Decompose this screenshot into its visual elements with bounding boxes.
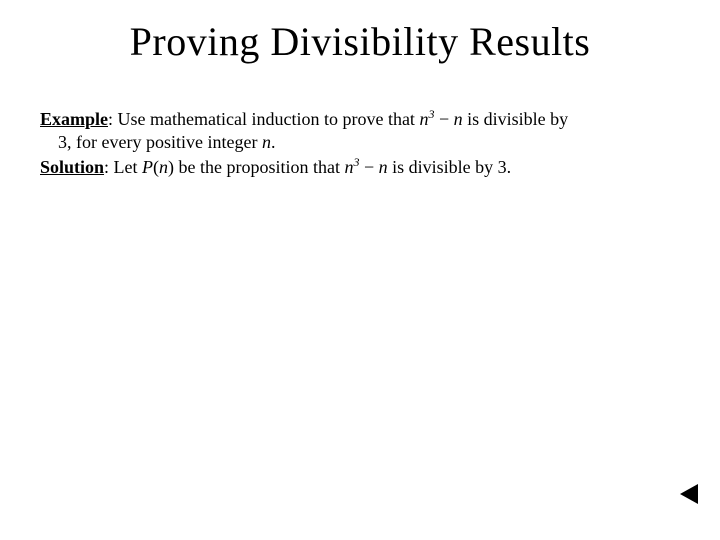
slide-title: Proving Divisibility Results	[40, 18, 680, 65]
solution-pn-n: n	[159, 157, 168, 177]
back-arrow-icon[interactable]	[680, 484, 698, 504]
example-label: Example	[40, 109, 108, 129]
expr-minus: −	[434, 109, 453, 129]
example-line-1: Example: Use mathematical induction to p…	[40, 107, 680, 131]
expr-n2: n	[454, 109, 463, 129]
solution-text-3: is divisible by 3.	[388, 157, 512, 177]
example-line2-c: .	[271, 132, 276, 152]
example-text-2: is divisible by	[463, 109, 569, 129]
slide-body: Example: Use mathematical induction to p…	[40, 107, 680, 179]
solution-label: Solution	[40, 157, 104, 177]
solution-text-1: : Let	[104, 157, 142, 177]
example-line2-a: 3, for every positive integer	[58, 132, 262, 152]
solution-line: Solution: Let P(n) be the proposition th…	[40, 155, 680, 179]
example-line-2: 3, for every positive integer n.	[40, 131, 680, 154]
example-line2-b: n	[262, 132, 271, 152]
slide-container: Proving Divisibility Results Example: Us…	[0, 0, 720, 540]
expr-minus-b: −	[360, 157, 379, 177]
expr-n2-b: n	[379, 157, 388, 177]
example-text-1: : Use mathematical induction to prove th…	[108, 109, 419, 129]
solution-pn-p: P	[142, 157, 153, 177]
solution-text-2: be the proposition that	[174, 157, 344, 177]
expr-n-b: n	[345, 157, 354, 177]
